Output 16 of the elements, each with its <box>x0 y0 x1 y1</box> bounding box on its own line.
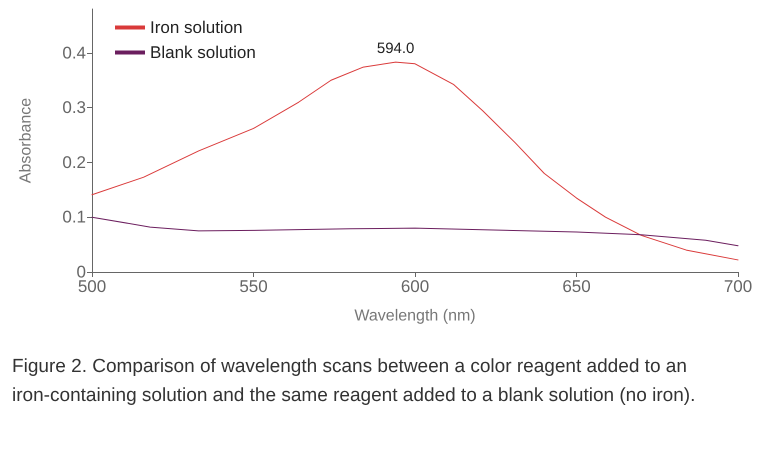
caption: Figure 2. Comparison of wavelength scans between a color reagent added to an iron-containing solution and the same reagent added to a blank solution (no iron). <box>12 356 696 406</box>
line-series <box>92 216 738 246</box>
y-axis-title: Absorbance <box>18 98 34 184</box>
x-axis-title: Wavelength (nm) <box>354 308 476 324</box>
x-tick-label: 700 <box>724 277 752 296</box>
x-tick-label: 550 <box>239 277 268 296</box>
y-tick-label: 0.1 <box>62 208 86 227</box>
x-tick-label: 600 <box>400 277 430 296</box>
annotation: 594.0 <box>376 40 414 58</box>
y-tick-label: 0.4 <box>62 43 86 62</box>
line-series <box>92 62 738 260</box>
legend-label: Blank solution <box>150 43 256 62</box>
x-tick-label: 650 <box>562 277 591 296</box>
y-tick-label: 0.2 <box>62 152 86 172</box>
legend-label: Iron solution <box>150 18 243 37</box>
y-tick-label: 0.3 <box>62 98 86 118</box>
